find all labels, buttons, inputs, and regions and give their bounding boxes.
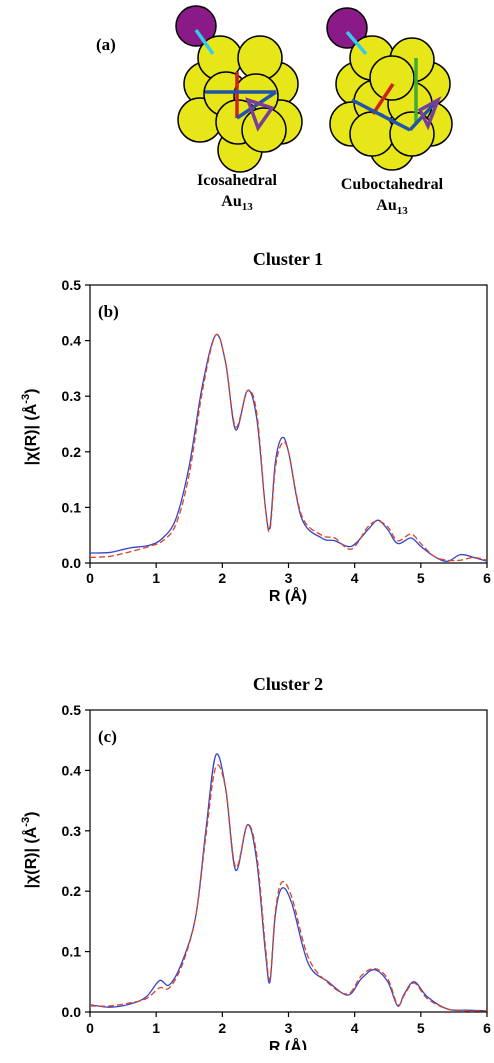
x-tick-label: 3 (285, 570, 293, 586)
panel-label: (c) (98, 727, 117, 746)
y-tick-label: 0.5 (62, 277, 82, 293)
y-tick-label: 0.4 (62, 762, 82, 778)
chart-title: Cluster 1 (253, 249, 323, 269)
x-tick-label: 2 (218, 570, 226, 586)
icosahedral-formula: Au13 (221, 193, 253, 213)
chart-title: Cluster 2 (253, 674, 323, 694)
y-tick-label: 0.4 (62, 333, 82, 349)
x-axis-label: R (Å) (269, 1037, 307, 1050)
x-tick-label: 0 (86, 570, 94, 586)
cluster-2-chart: Cluster 2 0 1 2 3 4 5 60.00.10.20.30.40.5 (c) … (20, 674, 491, 1050)
y-tick-label: 0.3 (62, 823, 82, 839)
series-line-solid (89, 333, 488, 562)
panel-a-label: (a) (96, 35, 116, 54)
y-axis-label: |χ(R)| (Å-3) (20, 389, 40, 466)
x-tick-label: 6 (483, 1020, 491, 1036)
y-tick-label: 0.5 (62, 702, 82, 718)
y-tick-label: 0.1 (62, 944, 82, 960)
x-tick-label: 4 (351, 570, 359, 586)
cuboctahedral-caption: Cuboctahedral (341, 176, 444, 193)
y-tick-label: 0.0 (62, 1004, 82, 1020)
cluster-1-chart: Cluster 1 0 1 2 3 4 5 60.00.10.20.30.40.5 (b) … (20, 249, 491, 605)
series-line-solid (89, 753, 488, 1012)
panel-label: (b) (98, 302, 119, 321)
icosahedral-caption: Icosahedral (197, 172, 278, 189)
series-line-dashed (89, 333, 488, 562)
x-tick-label: 6 (483, 570, 491, 586)
cluster-structures-panel: (a) (96, 5, 453, 217)
y-tick-label: 0.2 (62, 883, 82, 899)
plot-frame (89, 284, 488, 564)
plot-frame (89, 709, 488, 1013)
x-tick-label: 1 (152, 1020, 160, 1036)
y-axis-label: |χ(R)| (Å-3) (20, 812, 40, 889)
x-tick-label: 5 (417, 1020, 425, 1036)
x-tick-label: 5 (417, 570, 425, 586)
x-tick-label: 3 (285, 1020, 293, 1036)
icosahedral-cluster-icon (175, 5, 303, 173)
series-line-dashed (89, 764, 488, 1012)
x-axis-label: R (Å) (269, 586, 307, 605)
y-tick-label: 0.2 (62, 444, 82, 460)
x-tick-label: 4 (351, 1020, 359, 1036)
cuboctahedral-formula: Au13 (376, 197, 408, 217)
cuboctahedral-cluster-icon (326, 7, 453, 171)
y-tick-label: 0.0 (62, 555, 82, 571)
y-tick-label: 0.3 (62, 388, 82, 404)
y-tick-label: 0.1 (62, 499, 82, 515)
x-tick-label: 0 (86, 1020, 94, 1036)
x-tick-label: 2 (218, 1020, 226, 1036)
x-tick-label: 1 (152, 570, 160, 586)
